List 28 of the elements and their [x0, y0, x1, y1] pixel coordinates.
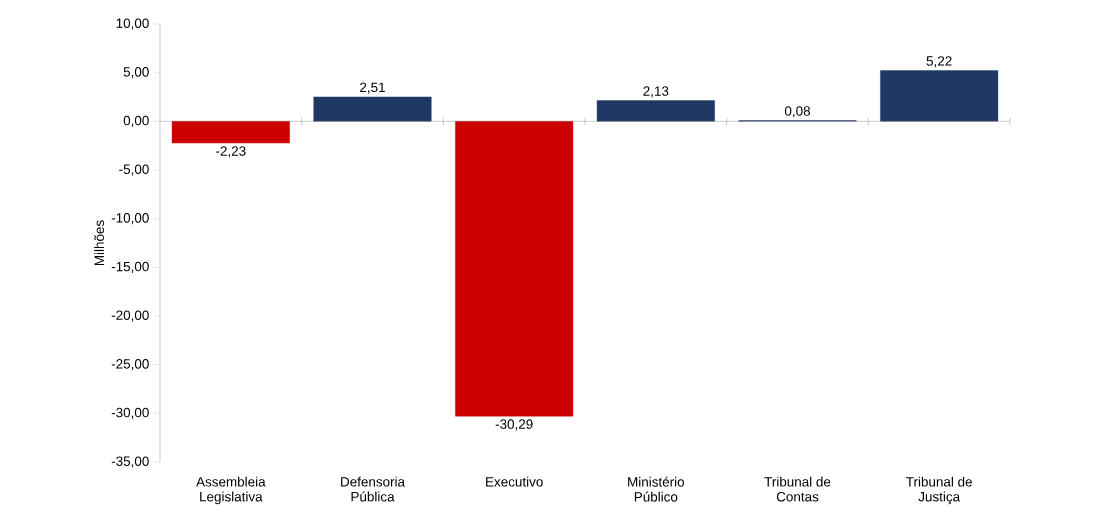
- data-label: -2,23: [216, 146, 246, 158]
- data-label: 2,13: [643, 86, 669, 98]
- y-tick-label: -10,00: [111, 213, 149, 225]
- y-tick-label: -30,00: [111, 407, 149, 419]
- y-tick-label: -20,00: [111, 310, 149, 322]
- bar: [596, 100, 715, 122]
- x-tick-label: Ministério Público: [628, 476, 685, 502]
- x-tick-label: Tribunal de Contas: [764, 476, 831, 502]
- bar: [171, 121, 290, 144]
- y-tick-label: -25,00: [111, 359, 149, 371]
- data-label: 5,22: [926, 56, 952, 68]
- x-tick-label: Assembleia Legislativa: [196, 476, 266, 505]
- data-label: -30,29: [495, 419, 533, 431]
- y-axis-title: Milhões: [94, 220, 105, 266]
- bar: [880, 70, 999, 122]
- x-tick-label: Executivo: [486, 476, 543, 487]
- y-tick-label: 0,00: [123, 115, 149, 127]
- y-tick-label: -35,00: [111, 456, 149, 468]
- data-label: 0,08: [784, 106, 810, 118]
- data-label: 2,51: [360, 82, 385, 94]
- y-tick-label: 10,00: [116, 18, 149, 30]
- y-tick-label: -5,00: [119, 164, 149, 176]
- y-tick-label: -15,00: [111, 261, 149, 273]
- bar: [313, 96, 432, 122]
- y-tick-label: 5,00: [123, 67, 149, 79]
- bar: [455, 121, 574, 417]
- x-tick-label: Defensoria Pública: [341, 476, 406, 502]
- x-tick-label: Tribunal de Justiça: [906, 476, 972, 505]
